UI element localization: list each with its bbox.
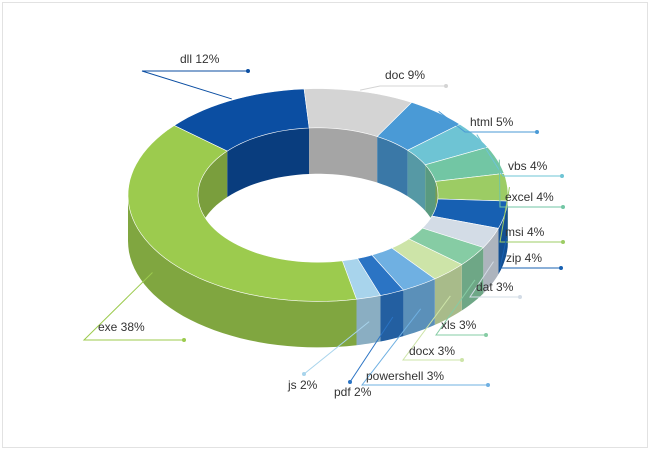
slice-outer-wall [356, 295, 381, 346]
slice-inner-wall [377, 136, 408, 197]
leader-line [476, 134, 562, 177]
slice-label: docx 3% [409, 344, 455, 358]
slice-label: vbs 4% [508, 159, 548, 173]
slice-inner-wall [425, 164, 436, 228]
leader-line [360, 308, 488, 386]
leader-dot [561, 240, 565, 244]
leader-line [438, 110, 537, 133]
slice-label: html 5% [470, 115, 514, 129]
leader-dot [560, 174, 564, 178]
slice-label: exe 38% [98, 320, 145, 334]
leader-dot [486, 383, 490, 387]
slice-label: excel 4% [505, 190, 554, 204]
slice-inner-wall [309, 127, 378, 183]
leader-line [498, 159, 563, 208]
slice-label: xls 3% [441, 318, 477, 332]
leader-lines [82, 69, 565, 387]
slice-inner-wall [227, 128, 310, 198]
leader-line [303, 321, 370, 375]
leader-line [469, 261, 520, 298]
slice-label: dat 3% [476, 280, 514, 294]
leader-dot [484, 333, 488, 337]
leader-dot [561, 205, 565, 209]
leader-line [435, 279, 486, 336]
leader-dot [302, 372, 306, 376]
leader-dot [348, 380, 352, 384]
slice-inner-wall [198, 151, 228, 241]
leader-dot [460, 358, 464, 362]
leader-dot [182, 338, 186, 342]
leader-line [402, 295, 462, 361]
donut-tops [127, 88, 509, 302]
leader-line [82, 272, 184, 341]
slice-label: powershell 3% [366, 369, 444, 383]
slice-label: dll 12% [180, 52, 220, 66]
slice-inner-wall [407, 150, 426, 211]
leader-dot [535, 130, 539, 134]
slice-labels: dll 12% doc 9% html 5% vbs 4% excel 4% msi 4%… [98, 52, 554, 399]
leader-dot [246, 69, 250, 73]
slice-label: js 2% [287, 378, 318, 392]
slice-outer-wall [434, 264, 462, 325]
slice-label: pdf 2% [334, 385, 372, 399]
slice-label: zip 4% [506, 251, 542, 265]
slice-outer-wall [461, 247, 484, 311]
leader-line [499, 187, 563, 243]
slice-outer-wall [483, 228, 499, 294]
slice-outer-wall [380, 290, 404, 342]
leader-dot [518, 295, 522, 299]
leader-line [360, 85, 446, 91]
slice-outer-wall [128, 195, 357, 348]
slice-label: msi 4% [505, 225, 545, 239]
leader-dot [444, 84, 448, 88]
leader-line [141, 70, 248, 100]
slice-label: doc 9% [385, 68, 425, 82]
leader-dot [559, 266, 563, 270]
slice-exe[interactable] [127, 125, 357, 302]
leader-line [349, 316, 394, 383]
slice-outer-wall [498, 201, 508, 275]
leader-line [499, 238, 561, 269]
